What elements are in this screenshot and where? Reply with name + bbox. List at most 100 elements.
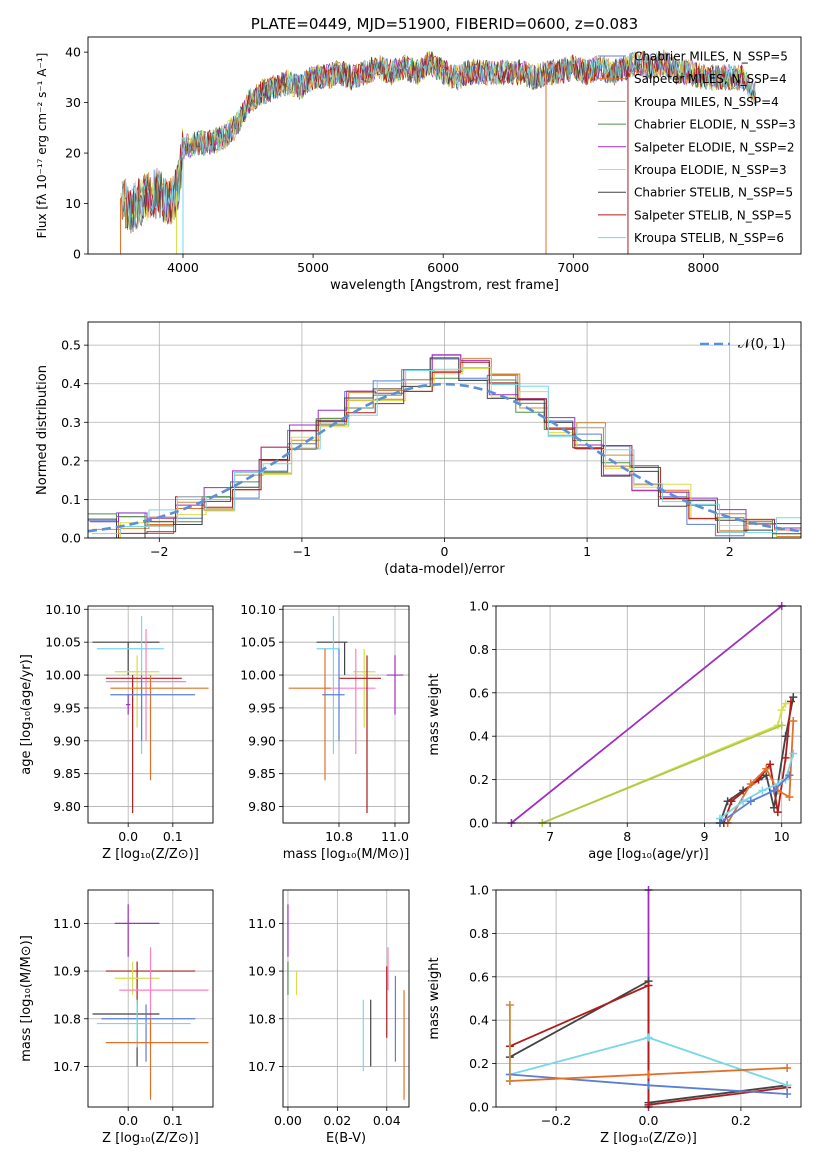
weight-marker <box>644 981 653 990</box>
weight-marker <box>777 721 786 730</box>
x-axis-label: mass [log₁₀(M/M⊙)] <box>283 847 410 862</box>
y-tick-label: 9.85 <box>53 766 81 781</box>
weight-marker <box>762 764 771 773</box>
y-tick-label: 0.4 <box>469 729 489 744</box>
y-tick-label: 9.80 <box>248 799 276 814</box>
chart-panel-6: 0.00 0.02 0.04 10.7 10.8 10.9 11.0 E(B-V) <box>248 889 410 1146</box>
y-tick-label: 20 <box>65 146 81 161</box>
x-axis-label: E(B-V) <box>326 1131 366 1146</box>
y-tick-label: 10.8 <box>53 1011 81 1026</box>
weight-marker <box>727 797 736 806</box>
y-tick-label: 1.0 <box>469 599 489 614</box>
legend-label: Kroupa STELIB, N_SSP=6 <box>634 231 784 245</box>
spectrum-line <box>123 51 756 230</box>
weight-marker <box>783 1063 792 1072</box>
y-tick-label: 9.95 <box>248 700 276 715</box>
axes-frame <box>87 605 214 824</box>
weight-marker <box>644 1081 653 1090</box>
weight-marker <box>783 1089 792 1098</box>
weight-marker <box>781 753 790 762</box>
y-tick-label: 9.95 <box>53 700 81 715</box>
legend-label: 𝒩(0, 1) <box>738 337 785 352</box>
axes-frame <box>87 36 802 255</box>
y-tick-label: 1.0 <box>469 883 489 898</box>
histogram-step <box>92 368 801 538</box>
x-tick-label: 2 <box>726 544 734 559</box>
chart-panel-7: −0.2 0.0 0.2 0.0 0.2 0.4 0.6 0.8 1.0 Z [log₁₀(Z/Z… <box>427 883 802 1146</box>
y-tick-label: 0.0 <box>469 1100 489 1115</box>
y-axis-label: mass weight <box>427 957 442 1039</box>
x-tick-label: 8000 <box>688 260 720 275</box>
histogram-step <box>92 357 801 537</box>
y-tick-label: 0.8 <box>469 642 489 657</box>
y-tick-label: 0.0 <box>61 531 81 546</box>
weight-line <box>726 720 795 823</box>
legend: Chabrier MILES, N_SSP=5 Salpeter MILES, N… <box>598 50 796 245</box>
x-tick-label: 0 <box>441 544 449 559</box>
axes-frame <box>495 889 802 1108</box>
y-tick-label: 9.90 <box>248 733 276 748</box>
y-axis-label: mass weight <box>427 673 442 755</box>
x-axis-label: age [log₁₀(age/yr)] <box>588 847 709 862</box>
chart-panel-0: 4000 5000 6000 7000 8000 0 10 20 30 40 wavelength … <box>35 15 802 293</box>
legend-label: Kroupa MILES, N_SSP=4 <box>634 95 779 109</box>
y-tick-label: 11.0 <box>53 916 81 931</box>
weight-marker <box>789 717 798 726</box>
legend-label: Chabrier MILES, N_SSP=5 <box>634 50 788 64</box>
y-tick-label: 0.4 <box>61 376 81 391</box>
weight-marker <box>777 706 786 715</box>
weight-marker <box>785 771 794 780</box>
x-tick-label: 0.02 <box>323 1113 351 1128</box>
x-tick-label: 8 <box>623 829 631 844</box>
weight-marker <box>766 760 775 769</box>
legend-label: Salpeter ELODIE, N_SSP=2 <box>634 140 795 154</box>
x-tick-label: −1 <box>293 544 311 559</box>
x-tick-label: −0.2 <box>541 1113 571 1128</box>
legend-label: Salpeter MILES, N_SSP=4 <box>634 72 787 86</box>
y-tick-label: 10.10 <box>45 602 81 617</box>
y-tick-label: 0.3 <box>61 415 81 430</box>
histogram-step <box>90 361 801 538</box>
weight-marker <box>773 808 782 817</box>
histogram-step <box>88 357 801 538</box>
x-tick-label: 6000 <box>427 260 459 275</box>
x-tick-label: 0.00 <box>274 1113 302 1128</box>
x-tick-label: 0.1 <box>163 1113 183 1128</box>
x-tick-label: 10.8 <box>325 829 353 844</box>
weight-line <box>541 703 787 823</box>
y-tick-label: 10.9 <box>53 964 81 979</box>
y-axis-label: age [log₁₀(age/yr)] <box>19 654 34 775</box>
axes-frame <box>87 889 214 1108</box>
x-tick-label: 9 <box>701 829 709 844</box>
axes-frame <box>495 605 802 824</box>
x-tick-label: 11.0 <box>381 829 409 844</box>
y-tick-label: 10.05 <box>240 635 276 650</box>
y-tick-label: 9.85 <box>248 766 276 781</box>
weight-marker <box>785 792 794 801</box>
x-axis-label: wavelength [Angstrom, rest frame] <box>330 278 559 293</box>
x-tick-label: 0.2 <box>731 1113 751 1128</box>
legend-label: Kroupa ELODIE, N_SSP=3 <box>634 163 787 177</box>
weight-line <box>509 984 788 1106</box>
weight-marker <box>783 1081 792 1090</box>
y-tick-label: 0.4 <box>469 1013 489 1028</box>
x-axis-label: Z [log₁₀(Z/Z⊙)] <box>102 1131 199 1146</box>
weight-marker <box>786 697 795 706</box>
weight-marker <box>758 786 767 795</box>
y-axis-label: Flux [fλ 10⁻¹⁷ erg cm⁻² s⁻¹ A⁻¹] <box>35 53 49 239</box>
y-axis-label: mass [log₁₀(M/M⊙)] <box>19 935 34 1062</box>
y-tick-label: 11.0 <box>248 916 276 931</box>
x-tick-label: 4000 <box>167 260 199 275</box>
x-tick-label: 1 <box>583 544 591 559</box>
x-tick-label: −2 <box>150 544 168 559</box>
x-tick-label: 5000 <box>297 260 329 275</box>
weight-marker <box>746 797 755 806</box>
x-axis-label: Z [log₁₀(Z/Z⊙)] <box>600 1131 697 1146</box>
x-tick-label: 0.0 <box>118 1113 138 1128</box>
axes-frame <box>282 605 410 824</box>
weight-marker <box>769 786 778 795</box>
chart-panel-1: −2 −1 0 1 2 0.0 0.1 0.2 0.3 0.4 0.5 (data-model)/er… <box>35 321 802 577</box>
y-tick-label: 10.05 <box>45 635 81 650</box>
y-tick-label: 0.5 <box>61 338 81 353</box>
